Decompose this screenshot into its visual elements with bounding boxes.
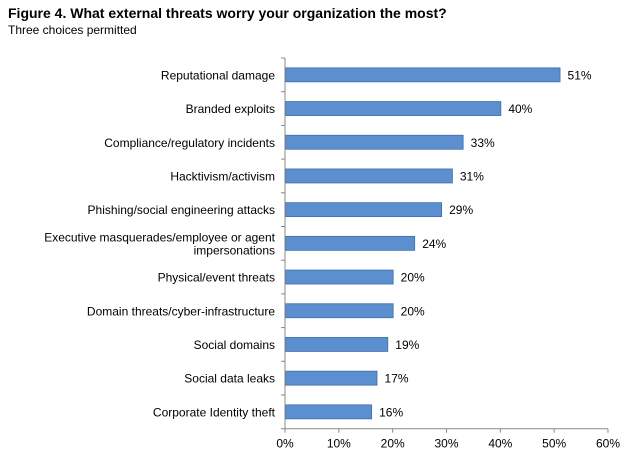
- category-label: Reputational damage: [161, 68, 275, 82]
- bar-value-label: 16%: [379, 405, 403, 419]
- bar: [285, 303, 394, 319]
- x-tick-label: 30%: [434, 437, 458, 451]
- category-label: Branded exploits: [186, 102, 275, 116]
- x-tick-label: 50%: [542, 437, 566, 451]
- bar: [285, 337, 389, 352]
- x-tick-label: 40%: [488, 437, 512, 451]
- bar: [285, 235, 416, 251]
- bar: [285, 67, 561, 83]
- bar-value-label: 51%: [568, 68, 592, 82]
- chart-title: Figure 4. What external threats worry yo…: [8, 5, 447, 21]
- bar: [285, 134, 464, 150]
- bar-value-label: 20%: [401, 304, 425, 318]
- bar-value-label: 29%: [449, 203, 473, 217]
- bar-value-label: 19%: [395, 338, 419, 352]
- x-tick-label: 10%: [327, 437, 351, 451]
- bar: [285, 370, 378, 386]
- chart-subtitle: Three choices permitted: [8, 23, 137, 37]
- bar: [285, 168, 453, 184]
- bar: [285, 101, 502, 116]
- category-label: Domain threats/cyber-infrastructure: [87, 304, 275, 318]
- category-label: Phishing/social engineering attacks: [88, 203, 275, 217]
- category-label: Social domains: [194, 338, 275, 352]
- x-tick-label: 20%: [381, 437, 405, 451]
- bar: [285, 269, 394, 285]
- x-tick-label: 60%: [596, 437, 620, 451]
- bar-value-label: 33%: [471, 136, 495, 150]
- category-label: Social data leaks: [184, 372, 275, 386]
- category-label: Compliance/regulatory incidents: [104, 136, 275, 150]
- category-label: Executive masquerades/employee or agent i…: [44, 230, 275, 257]
- category-label: Corporate Identity theft: [153, 405, 276, 419]
- bar-value-label: 40%: [508, 102, 532, 116]
- x-tick-label: 0%: [276, 437, 294, 451]
- bar-value-label: 20%: [401, 271, 425, 285]
- bar: [285, 202, 443, 218]
- bar-value-label: 24%: [422, 237, 446, 251]
- category-label: Physical/event threats: [158, 271, 275, 285]
- bar-value-label: 31%: [460, 169, 484, 183]
- category-label: Hacktivism/activism: [170, 169, 275, 183]
- bar-value-label: 17%: [385, 372, 409, 386]
- bar: [285, 404, 373, 420]
